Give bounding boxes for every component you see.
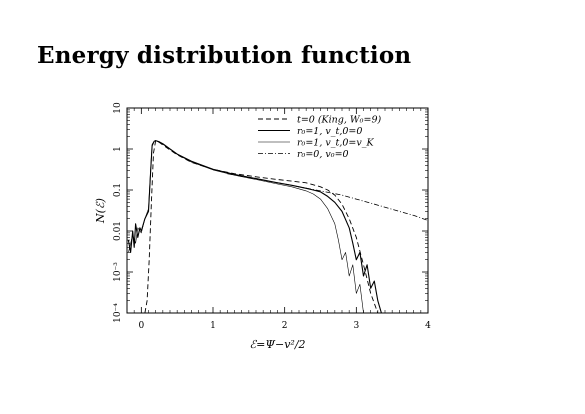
plot-content	[127, 140, 428, 313]
y-tick-label: 0.1	[113, 183, 123, 197]
plot-frame	[126, 107, 429, 314]
x-tick-label: 0	[138, 321, 144, 331]
legend-label-3: r₀=1, v_t,0=v_K	[297, 138, 374, 149]
series-line-3	[128, 140, 364, 313]
legend: t=0 (King, W₀=9)r₀=1, v_t,0=0r₀=1, v_t,0…	[258, 115, 381, 160]
x-tick-label: 1	[210, 321, 216, 331]
y-tick-label: 10⁻³	[113, 262, 123, 282]
series-line-1	[144, 140, 379, 313]
x-tick-label: 3	[353, 321, 359, 331]
legend-label-1: t=0 (King, W₀=9)	[297, 115, 381, 126]
x-axis-label: ℰ=Ψ−v²/2	[249, 338, 305, 351]
y-tick-label: 10⁻⁴	[113, 303, 123, 323]
y-axis-label: N(ℰ)	[94, 198, 107, 224]
y-tick-label: 1	[113, 146, 123, 152]
ticks-layer: 0 1 2 3 4 10⁻⁴ 10⁻³ 0.01 0.1 1 10	[113, 102, 431, 331]
legend-label-4: r₀=0, v₀=0	[297, 149, 349, 160]
x-tick-label: 4	[425, 321, 431, 331]
y-tick-label: 10	[113, 102, 123, 114]
legend-label-2: r₀=1, v_t,0=0	[297, 126, 362, 137]
x-tick-label: 2	[282, 321, 288, 331]
y-tick-label: 0.01	[113, 221, 123, 241]
series-line-2	[127, 140, 382, 313]
slide-title: Energy distribution function	[37, 42, 412, 69]
series-group	[127, 140, 428, 313]
series-line-4	[227, 173, 428, 221]
